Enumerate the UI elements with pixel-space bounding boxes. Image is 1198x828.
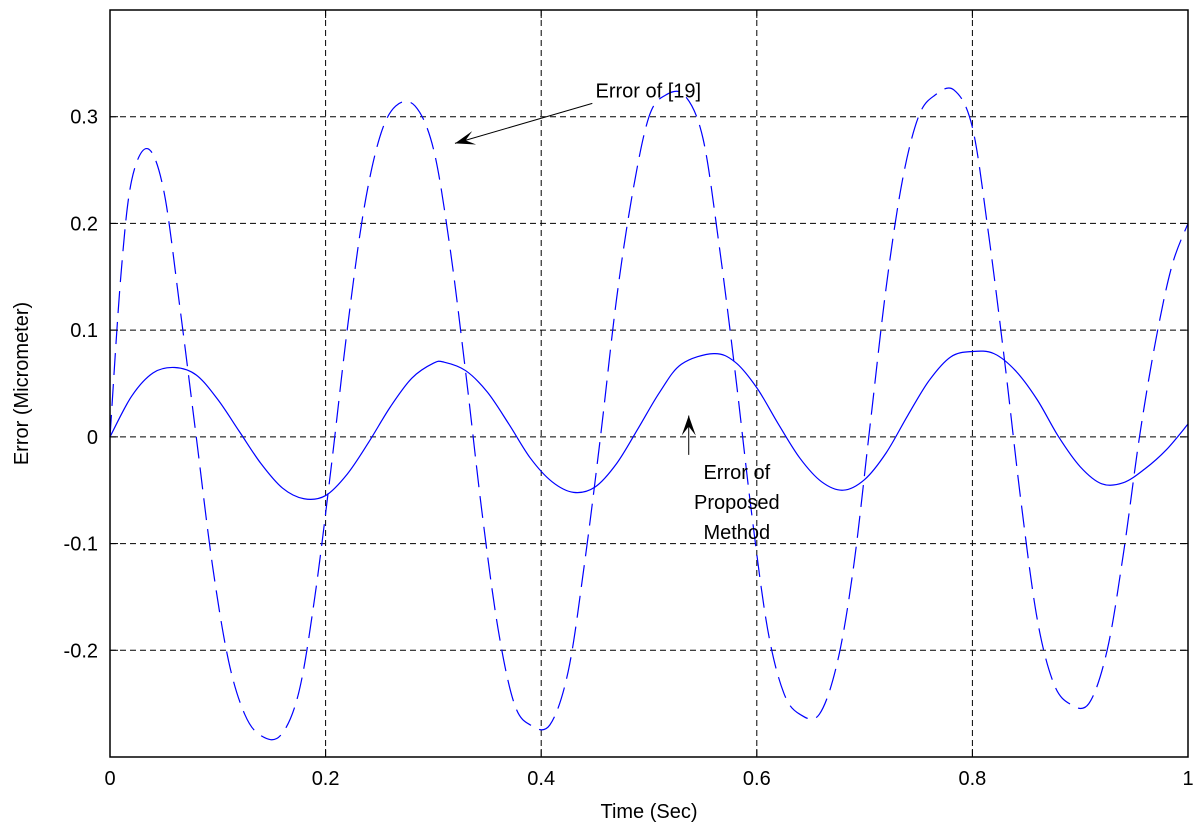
y-axis-label: Error (Micrometer) [11, 302, 33, 465]
plot-frame [109, 9, 1189, 758]
annotation-proposed-arrow [681, 415, 696, 455]
series-line-proposed [109, 350, 1189, 500]
y-tick-label: 0 [87, 427, 98, 449]
x-tick-label: 0 [104, 768, 115, 790]
y-tick-label: -0.1 [64, 534, 98, 556]
series-line-ref19 [109, 87, 1189, 741]
annotations: Error of [19] Error of Proposed Method [454, 80, 780, 544]
x-axis-label: Time (Sec) [600, 801, 697, 823]
annotation-proposed-label: Proposed [694, 492, 780, 514]
y-tick-label: -0.2 [64, 640, 98, 662]
annotation-arrowhead [454, 131, 477, 145]
annotation-ref19-label: Error of [19] [596, 80, 702, 102]
x-tick-label: 0.6 [743, 768, 771, 790]
annotation-proposed-label: Error of [703, 462, 770, 484]
annotation-ref19-arrow [454, 102, 593, 145]
x-tick-label: 0.8 [958, 768, 986, 790]
y-tick-label: 0.3 [70, 107, 98, 129]
y-tick-label: 0.2 [70, 213, 98, 235]
series-layer [109, 87, 1189, 741]
y-tick-label: 0.1 [70, 320, 98, 342]
annotation-arrowhead [681, 415, 696, 436]
annotation-arrow-shaft [454, 102, 593, 144]
x-tick-label: 1 [1182, 768, 1193, 790]
annotation-proposed-label: Method [703, 522, 770, 544]
x-tick-label: 0.4 [527, 768, 555, 790]
ticks: 0 0.2 0.4 0.6 0.8 1 -0.2 -0.1 0 0.1 0.2 0.3 [64, 10, 1194, 790]
x-tick-label: 0.2 [312, 768, 340, 790]
grid [110, 10, 1188, 757]
